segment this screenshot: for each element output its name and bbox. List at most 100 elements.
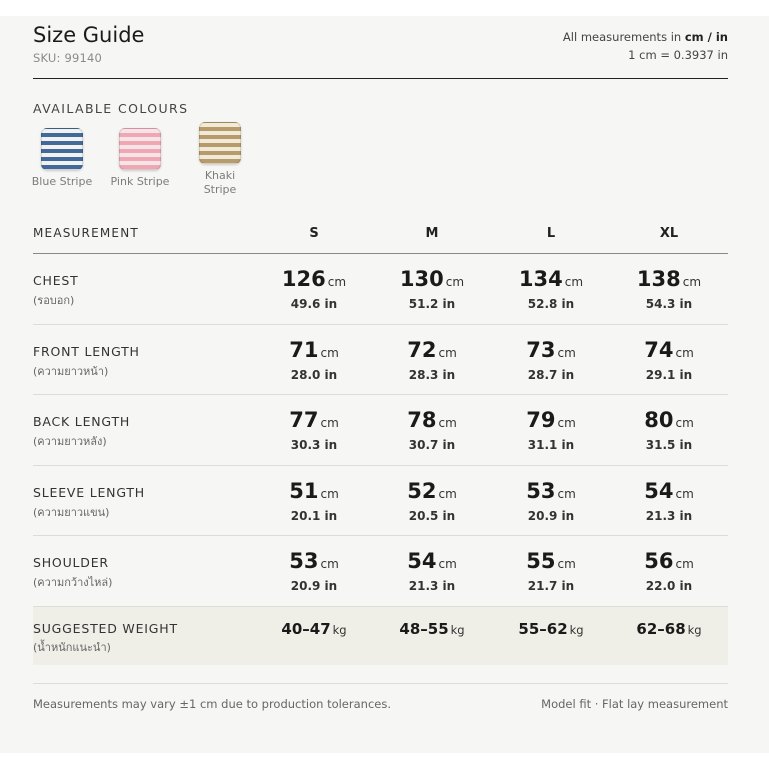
row-sublabel: (ความยาวหลัง) — [33, 435, 107, 448]
cm-line: 126 cm — [264, 267, 364, 294]
size-header-s: S — [309, 226, 319, 241]
cm-unit: cm — [557, 557, 576, 571]
inch-value: 52.8 in — [527, 297, 575, 311]
swatch-label: Pink Stripe — [110, 175, 170, 188]
measurement-cell: 72 cm 28.3 in — [382, 338, 482, 382]
cm-line: 77 cm — [264, 408, 364, 435]
table-row: SHOULDER (ความกว้างไหล่) 53 cm 20.9 in 54 cm 21… — [33, 536, 728, 607]
header: Size Guide SKU: 99140 All measurements i… — [33, 20, 728, 79]
inch-value: 28.3 in — [408, 367, 456, 382]
cm-value: 126 — [281, 267, 326, 291]
cm-line: 73 cm — [501, 338, 601, 365]
cm-unit: cm — [438, 557, 457, 571]
row-sublabel: (ความยาวหน้า) — [33, 364, 109, 378]
size-table: MEASUREMENT S M L XL CHEST (รอบอก) 126 cm 49… — [33, 220, 728, 665]
cm-line: 53 cm — [264, 549, 364, 576]
measurement-cell: 78 cm 30.7 in — [382, 408, 482, 452]
units-info: All measurements in cm / in 1 cm = 0.393… — [563, 28, 728, 64]
row-label: SLEEVE LENGTH — [33, 484, 146, 500]
cm-unit: cm — [675, 416, 694, 430]
inch-value: 31.1 in — [527, 438, 575, 452]
cm-unit: cm — [438, 486, 457, 501]
weight-cell: 48–55 kg — [382, 620, 482, 638]
cm-line: 54 cm — [382, 549, 482, 576]
swatch-label: Khaki Stripe — [178, 169, 262, 197]
cm-value: 52 — [407, 478, 437, 503]
table-row: CHEST (รอบอก) 126 cm 49.6 in 130 cm 51.2 in 134 c… — [33, 254, 728, 325]
cm-line: 138 cm — [619, 267, 719, 294]
cm-unit: cm — [327, 275, 347, 289]
cm-value: 80 — [644, 408, 674, 432]
cm-value: 77 — [289, 408, 319, 432]
cm-unit: cm — [320, 557, 339, 571]
measurement-cell: 126 cm 49.6 in — [264, 267, 364, 311]
measurement-cell: 138 cm 54.3 in — [619, 267, 719, 311]
cm-unit: cm — [564, 275, 584, 289]
size-header-m: M — [425, 226, 439, 241]
weight-unit: kg — [687, 622, 702, 637]
measurement-cell: 79 cm 31.1 in — [501, 408, 601, 452]
cm-unit: cm — [320, 486, 339, 501]
cm-line: 71 cm — [264, 338, 364, 365]
khaki-stripe-chip[interactable] — [199, 122, 241, 164]
table-row: SLEEVE LENGTH (ความยาวแขน) 51 cm 20.1 in 52 cm… — [33, 466, 728, 536]
swatch-label-line: Stripe — [203, 183, 237, 196]
row-label: CHEST — [33, 273, 79, 288]
colour-swatch-blue[interactable]: Blue Stripe — [20, 128, 104, 189]
size-guide-page: Size Guide SKU: 99140 All measurements i… — [0, 16, 769, 753]
measurement-cell: 130 cm 51.2 in — [382, 267, 482, 311]
cm-value: 53 — [289, 549, 319, 573]
cm-value: 51 — [289, 478, 319, 503]
colours-title: AVAILABLE COLOURS — [33, 101, 189, 116]
table-row: FRONT LENGTH (ความยาวหน้า) 71 cm 28.0 in 72 cm… — [33, 325, 728, 395]
measurement-cell: 52 cm 20.5 in — [382, 479, 482, 523]
measurement-cell: 80 cm 31.5 in — [619, 408, 719, 452]
swatch-label: Blue Stripe — [31, 175, 93, 188]
inch-value: 31.5 in — [645, 438, 693, 452]
cm-value: 53 — [526, 478, 556, 503]
cm-unit: cm — [438, 416, 457, 430]
weight-value: 55–62 — [518, 619, 568, 638]
measurement-cell: 54 cm 21.3 in — [382, 549, 482, 593]
cm-value: 56 — [644, 549, 674, 573]
measurement-cell: 53 cm 20.9 in — [264, 549, 364, 593]
cm-unit: cm — [557, 486, 576, 501]
cm-line: 74 cm — [619, 338, 719, 365]
cm-value: 73 — [526, 337, 556, 362]
tolerance-note: Measurements may vary ±1 cm due to produ… — [33, 697, 391, 711]
fit-note: Model fit · Flat lay measurement — [541, 697, 728, 711]
colour-swatch-pink[interactable]: Pink Stripe — [98, 128, 182, 189]
size-header-xl: XL — [659, 226, 679, 241]
blue-stripe-chip[interactable] — [41, 128, 83, 170]
cm-unit: cm — [675, 345, 694, 360]
colour-swatch-khaki[interactable]: Khaki Stripe — [178, 122, 262, 197]
row-label: SHOULDER — [33, 555, 109, 570]
units-line: All measurements in cm / in — [563, 28, 728, 46]
inch-value: 30.7 in — [408, 438, 456, 452]
row-sublabel: (ความกว้างไหล่) — [33, 576, 113, 589]
measurement-cell: 56 cm 22.0 in — [619, 549, 719, 593]
pink-stripe-chip[interactable] — [119, 128, 161, 170]
cm-line: 79 cm — [501, 408, 601, 435]
cm-line: 78 cm — [382, 408, 482, 435]
units-value: cm / in — [684, 30, 728, 44]
table-header: MEASUREMENT S M L XL — [33, 220, 728, 254]
cm-line: 56 cm — [619, 549, 719, 576]
cm-unit: cm — [320, 345, 339, 360]
inch-value: 21.7 in — [527, 579, 575, 593]
page-title: Size Guide — [33, 23, 145, 47]
weight-cell: 55–62 kg — [501, 620, 601, 638]
weight-cell: 40–47 kg — [264, 620, 364, 638]
measurement-cell: 71 cm 28.0 in — [264, 338, 364, 382]
cm-unit: cm — [557, 345, 576, 360]
cm-unit: cm — [445, 275, 465, 289]
cm-unit: cm — [682, 275, 702, 289]
cm-line: 130 cm — [382, 267, 482, 294]
weight-value: 48–55 — [399, 619, 449, 638]
measurement-cell: 73 cm 28.7 in — [501, 338, 601, 382]
cm-line: 51 cm — [264, 479, 364, 506]
weight-value: 40–47 — [281, 619, 331, 638]
cm-value: 134 — [518, 267, 563, 291]
sku-label: SKU: 99140 — [33, 51, 103, 65]
inch-value: 20.9 in — [527, 508, 575, 523]
